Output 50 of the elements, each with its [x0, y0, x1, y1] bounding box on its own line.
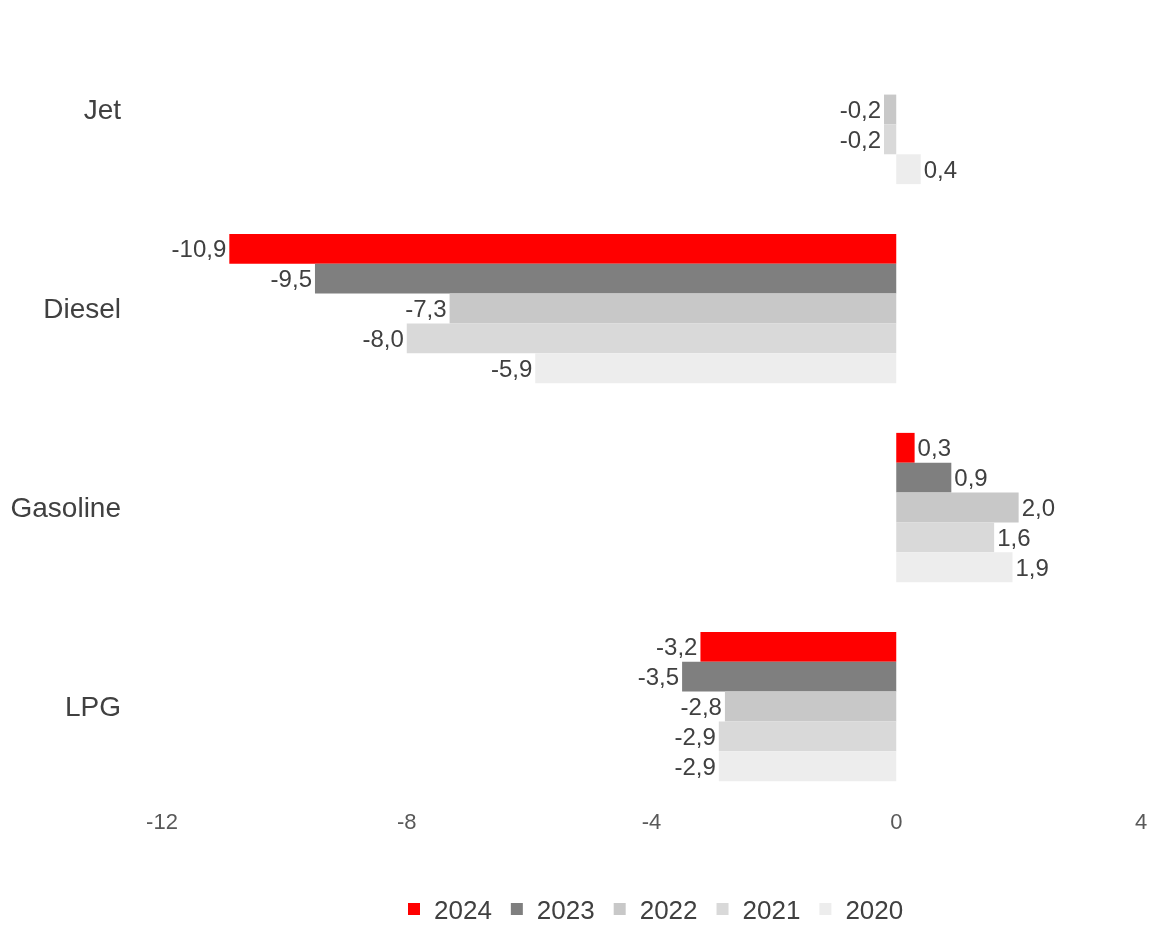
- x-tick-label: -12: [146, 809, 178, 834]
- bar: [724, 691, 897, 722]
- bar: [896, 522, 995, 553]
- data-label: 0,9: [954, 464, 988, 492]
- legend-label: 2024: [434, 895, 492, 926]
- y-tick-label: Jet: [83, 94, 122, 126]
- data-label: -9,5: [270, 265, 312, 293]
- legend-label: 2021: [742, 895, 801, 926]
- legend-label: 2020: [845, 895, 904, 926]
- bar: [884, 124, 897, 155]
- bar: [449, 293, 897, 324]
- data-label: 2,0: [1021, 494, 1056, 521]
- bar: [700, 631, 897, 662]
- y-tick-label: Diesel: [43, 293, 121, 325]
- data-label: 1,9: [1015, 553, 1049, 581]
- y-tick-label: LPG: [64, 691, 121, 723]
- data-label: -2,8: [680, 693, 722, 721]
- data-label: -0,2: [839, 96, 882, 123]
- data-label: 1,6: [997, 523, 1031, 551]
- x-tick-label: 4: [1134, 809, 1148, 834]
- bar: [535, 353, 897, 384]
- bar: [896, 492, 1019, 523]
- data-label: -3,5: [637, 663, 680, 691]
- x-tick-label: -8: [396, 809, 417, 834]
- bar: [896, 462, 952, 493]
- data-label: -0,2: [839, 125, 882, 153]
- data-label: -10,9: [171, 235, 227, 263]
- data-label: -5,9: [490, 354, 533, 382]
- data-label: -2,9: [674, 752, 716, 780]
- data-label: -3,2: [656, 633, 698, 661]
- data-label: -8,0: [362, 324, 404, 352]
- bar: [896, 432, 915, 463]
- data-label: 0,3: [917, 434, 951, 462]
- data-label: -7,3: [405, 295, 447, 322]
- data-label: -2,9: [674, 722, 716, 750]
- y-tick-label: Gasoline: [10, 492, 121, 524]
- x-tick-label: -4: [641, 809, 662, 834]
- bar: [896, 154, 921, 185]
- bar: [314, 263, 897, 294]
- legend-label: 2023: [536, 895, 595, 926]
- x-tick-label: 0: [890, 809, 903, 834]
- bar: [682, 661, 897, 692]
- legend-label: 2022: [639, 895, 698, 926]
- data-label: 0,4: [923, 155, 958, 183]
- bar: [718, 721, 897, 752]
- bar: [884, 94, 897, 125]
- bar: [229, 233, 897, 264]
- bar: [406, 323, 897, 354]
- bar: [718, 751, 897, 782]
- bar: [896, 552, 1013, 583]
